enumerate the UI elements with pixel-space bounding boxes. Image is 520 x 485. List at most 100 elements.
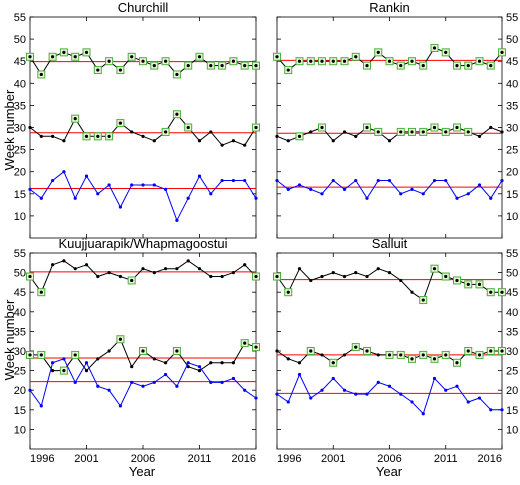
- data-point: [286, 68, 290, 72]
- data-point: [387, 178, 392, 183]
- data-point: [376, 50, 380, 54]
- data-point: [455, 278, 459, 283]
- y-tick-label: 10: [14, 211, 26, 223]
- y-tick-label: 20: [506, 385, 518, 397]
- data-point: [152, 271, 156, 275]
- data-point: [286, 187, 290, 191]
- data-point: [309, 396, 313, 400]
- data-point: [254, 64, 258, 68]
- chart-panel: Kuujjuarapik/Whapmagoostui 10 15 20 25 30 35 40…: [14, 236, 260, 465]
- data-point: [376, 130, 380, 134]
- data-point: [254, 125, 258, 130]
- y-tick-label: 55: [14, 248, 26, 260]
- x-tick-label: 2016: [478, 453, 502, 465]
- data-point: [197, 55, 202, 59]
- data-point: [342, 274, 347, 279]
- data-point: [96, 192, 100, 196]
- data-point: [444, 353, 448, 357]
- data-point: [209, 380, 213, 384]
- data-point: [62, 170, 66, 174]
- data-point: [175, 218, 179, 222]
- data-point: [197, 369, 202, 373]
- x-tick-label: 2006: [131, 453, 155, 465]
- data-point: [320, 59, 324, 63]
- y-tick-label: 30: [506, 346, 518, 358]
- data-point: [444, 274, 448, 279]
- data-point: [28, 125, 32, 130]
- data-point: [444, 130, 448, 134]
- data-point: [421, 192, 425, 196]
- data-point: [141, 59, 145, 63]
- data-point: [220, 274, 224, 279]
- data-point: [186, 125, 190, 130]
- x-tick-label: 2011: [188, 453, 212, 465]
- data-point: [410, 357, 414, 361]
- data-point: [96, 134, 100, 138]
- y-tick-label: 55: [506, 12, 518, 24]
- data-point: [84, 369, 89, 373]
- data-point: [209, 361, 213, 365]
- data-point: [62, 357, 66, 361]
- data-point: [84, 361, 89, 365]
- data-point: [84, 174, 89, 178]
- data-point: [444, 178, 448, 183]
- y-tick-label: 45: [506, 56, 518, 68]
- data-point: [141, 267, 145, 271]
- data-point: [286, 290, 290, 294]
- data-point: [297, 134, 302, 138]
- data-point: [477, 396, 482, 400]
- x-tick-label: 2001: [74, 453, 98, 465]
- data-point: [477, 282, 482, 286]
- y-tick-label: 45: [506, 287, 518, 299]
- data-point: [186, 196, 190, 200]
- data-point: [297, 59, 302, 63]
- data-point: [73, 380, 77, 384]
- data-point: [231, 271, 235, 275]
- data-point: [421, 353, 425, 357]
- panel-title: Kuujjuarapik/Whapmagoostui: [58, 236, 227, 251]
- data-point: [455, 361, 459, 365]
- data-point: [444, 50, 448, 54]
- data-point: [466, 349, 470, 353]
- data-point: [399, 192, 403, 196]
- data-point: [28, 187, 32, 191]
- data-point: [84, 263, 89, 267]
- data-point: [331, 361, 335, 365]
- data-point: [209, 274, 213, 279]
- y-tick-label: 30: [14, 123, 26, 135]
- data-point: [320, 192, 324, 196]
- data-point: [354, 345, 358, 349]
- data-point: [152, 139, 156, 143]
- data-point: [175, 72, 179, 77]
- y-tick-label: 15: [506, 189, 518, 201]
- data-point: [130, 183, 134, 187]
- data-point: [51, 369, 55, 373]
- data-point: [354, 271, 358, 275]
- data-point: [118, 274, 122, 279]
- data-point: [354, 55, 358, 59]
- data-point: [342, 59, 347, 63]
- x-tick-label: 1996: [30, 453, 54, 465]
- data-point: [399, 278, 403, 283]
- y-tick-label: 15: [506, 405, 518, 417]
- data-point: [220, 380, 224, 384]
- data-point: [51, 178, 55, 183]
- data-point: [186, 361, 190, 365]
- data-point: [130, 278, 134, 283]
- data-point: [51, 134, 55, 138]
- y-tick-label: 50: [506, 268, 518, 280]
- chart-panel: Churchill 10 15 20 25 30 35 40 45 50 55: [14, 0, 260, 239]
- data-point: [477, 59, 482, 63]
- y-tick-label: 45: [14, 287, 26, 299]
- data-point: [387, 353, 392, 357]
- data-point: [197, 139, 202, 143]
- data-point: [399, 392, 403, 396]
- y-tick-label: 25: [14, 366, 26, 378]
- data-point: [152, 357, 156, 361]
- data-point: [220, 143, 224, 147]
- y-tick-label: 15: [14, 405, 26, 417]
- data-point: [186, 64, 190, 68]
- y-tick-label: 50: [506, 34, 518, 46]
- data-point: [243, 143, 247, 147]
- y-tick-label: 30: [14, 346, 26, 358]
